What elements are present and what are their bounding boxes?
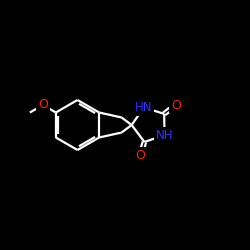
Text: O: O [38,98,48,112]
Text: HN: HN [135,101,152,114]
Text: O: O [135,149,145,162]
Text: NH: NH [156,128,173,141]
Text: O: O [171,98,181,112]
